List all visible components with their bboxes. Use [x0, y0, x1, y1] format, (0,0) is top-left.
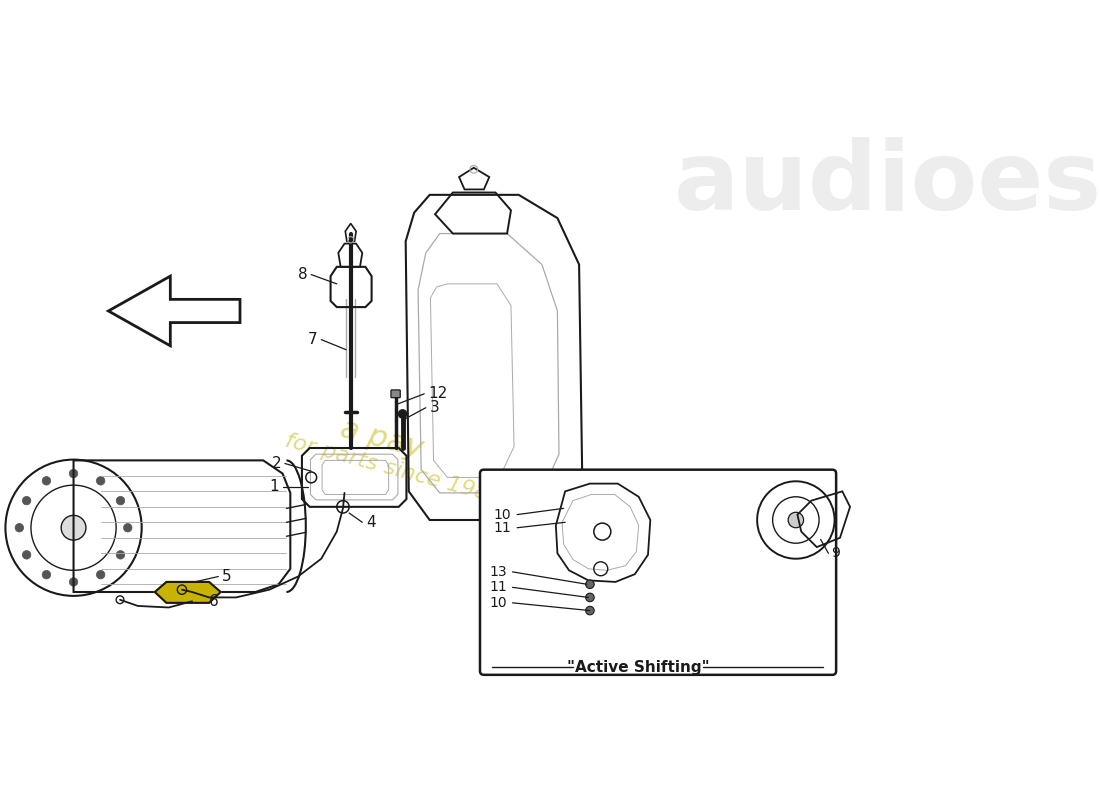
Text: 13: 13	[490, 565, 507, 579]
Text: 11: 11	[493, 521, 512, 534]
Text: audioes: audioes	[673, 137, 1100, 230]
Circle shape	[42, 477, 51, 485]
Text: 1: 1	[270, 479, 278, 494]
Text: 7: 7	[308, 332, 318, 347]
Circle shape	[788, 512, 804, 528]
Text: 4: 4	[366, 515, 376, 530]
FancyBboxPatch shape	[480, 470, 836, 675]
Text: a pay: a pay	[337, 414, 426, 464]
Text: 10: 10	[490, 596, 507, 610]
Text: 10: 10	[493, 507, 512, 522]
Text: "Active Shifting": "Active Shifting"	[568, 659, 710, 674]
Circle shape	[398, 410, 407, 418]
Circle shape	[97, 477, 104, 485]
Circle shape	[69, 470, 78, 478]
Circle shape	[22, 496, 31, 505]
Polygon shape	[155, 582, 221, 603]
Text: for parts since 1985: for parts since 1985	[283, 431, 504, 508]
FancyBboxPatch shape	[390, 390, 400, 398]
Text: 9: 9	[830, 546, 839, 560]
Circle shape	[62, 515, 86, 540]
Text: 5: 5	[222, 569, 232, 584]
Circle shape	[15, 523, 23, 532]
Circle shape	[123, 523, 132, 532]
Circle shape	[97, 570, 104, 579]
Circle shape	[42, 570, 51, 579]
Circle shape	[585, 593, 594, 602]
Text: 8: 8	[298, 267, 307, 282]
Circle shape	[69, 578, 78, 586]
Text: 3: 3	[430, 400, 439, 415]
Text: 2: 2	[272, 456, 280, 471]
Circle shape	[585, 606, 594, 615]
Text: 6: 6	[209, 594, 219, 609]
Circle shape	[22, 550, 31, 559]
Circle shape	[117, 550, 124, 559]
Circle shape	[585, 580, 594, 589]
Circle shape	[117, 496, 124, 505]
Text: 11: 11	[490, 580, 507, 594]
Text: 12: 12	[428, 386, 448, 402]
Polygon shape	[109, 276, 240, 346]
